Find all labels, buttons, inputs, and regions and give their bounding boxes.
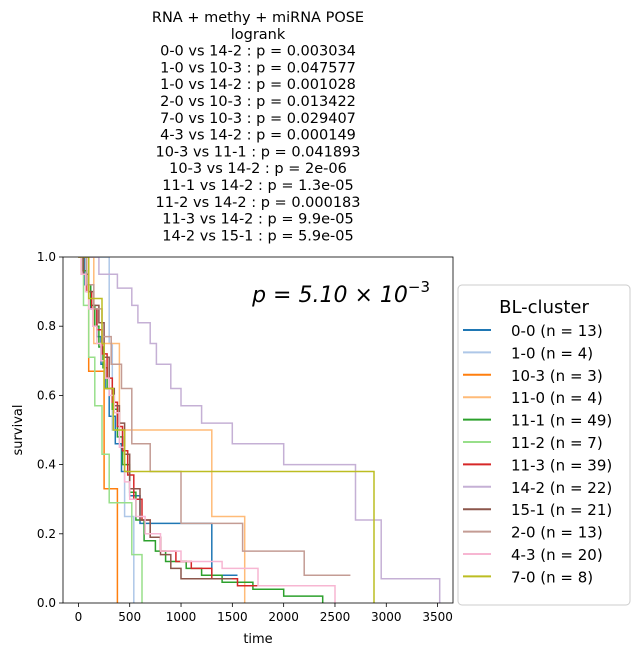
y-axis: 0.0 0.2 0.4 0.6 0.8 1.0 xyxy=(37,250,63,610)
x-tick-label: 3000 xyxy=(371,610,402,624)
title-line: 14-2 vs 15-1 : p = 5.9e-05 xyxy=(162,228,354,244)
series-line-2-0 xyxy=(78,257,351,577)
legend-label: 0-0 (n = 13) xyxy=(511,322,603,340)
y-axis-label: survival xyxy=(11,405,26,456)
title-line: 11-1 vs 14-2 : p = 1.3e-05 xyxy=(162,178,354,194)
legend-label: 10-3 (n = 3) xyxy=(511,367,603,385)
title-line: 0-0 vs 14-2 : p = 0.003034 xyxy=(160,44,356,60)
x-axis-label: time xyxy=(243,632,272,647)
legend-label: 11-2 (n = 7) xyxy=(511,434,603,452)
title-line: 2-0 vs 10-3 : p = 0.013422 xyxy=(160,94,356,110)
x-tick-label: 1000 xyxy=(166,610,197,624)
legend-label: 2-0 (n = 13) xyxy=(511,524,603,542)
legend-label: 11-1 (n = 49) xyxy=(511,412,612,430)
legend-label: 15-1 (n = 21) xyxy=(511,501,612,519)
x-tick-label: 3500 xyxy=(422,610,453,624)
x-tick-label: 0 xyxy=(75,610,83,624)
y-tick-label: 0.6 xyxy=(37,388,56,402)
y-tick-label: 1.0 xyxy=(37,250,56,264)
legend-label: 7-0 (n = 8) xyxy=(511,568,593,586)
legend-label: 14-2 (n = 22) xyxy=(511,479,612,497)
legend: BL-cluster 0-0 (n = 13) 1-0 (n = 4) 10-3 (… xyxy=(457,284,631,606)
series-line-14-2 xyxy=(78,257,441,603)
y-tick-label: 0.4 xyxy=(37,458,56,472)
title-line: 7-0 vs 10-3 : p = 0.029407 xyxy=(160,111,356,127)
title-line: RNA + methy + miRNA POSE xyxy=(152,10,364,26)
x-tick-label: 2500 xyxy=(320,610,351,624)
title-line: 10-3 vs 14-2 : p = 2e-06 xyxy=(169,161,347,177)
legend-title: BL-cluster xyxy=(499,297,589,318)
title-line: 10-3 vs 11-1 : p = 0.041893 xyxy=(155,144,360,160)
series-line-4-3 xyxy=(78,257,336,603)
title-line: 11-2 vs 14-2 : p = 0.000183 xyxy=(155,195,360,211)
legend-label: 4-3 (n = 20) xyxy=(511,546,603,564)
series-line-11-3 xyxy=(78,257,264,587)
legend-items: 0-0 (n = 13) 1-0 (n = 4) 10-3 (n = 3) 11-0 … xyxy=(463,322,612,586)
legend-frame xyxy=(457,284,631,606)
p-value-annotation: p = 5.10 × 10−3 xyxy=(251,278,430,308)
x-tick-label: 500 xyxy=(118,610,141,624)
title-line: 11-3 vs 14-2 : p = 9.9e-05 xyxy=(162,212,354,228)
series-line-1-0 xyxy=(78,257,135,603)
y-tick-label: 0.8 xyxy=(37,319,56,333)
series-line-11-2 xyxy=(78,257,143,603)
plot-area-frame xyxy=(62,256,454,604)
x-axis: 0 500 1000 1500 2000 2500 3000 3500 xyxy=(75,603,453,624)
p-value-base: p = 5.10 × 10 xyxy=(251,283,408,308)
x-tick-label: 1500 xyxy=(217,610,248,624)
title-line: 1-0 vs 10-3 : p = 0.047577 xyxy=(160,60,356,76)
title-line: 1-0 vs 14-2 : p = 0.001028 xyxy=(160,77,356,93)
title-line: 4-3 vs 14-2 : p = 0.000149 xyxy=(160,128,356,144)
legend-label: 11-3 (n = 39) xyxy=(511,456,612,474)
y-tick-label: 0.0 xyxy=(37,596,56,610)
x-tick-label: 2000 xyxy=(268,610,299,624)
title-line: logrank xyxy=(231,27,286,43)
y-tick-label: 0.2 xyxy=(37,527,56,541)
legend-label: 11-0 (n = 4) xyxy=(511,389,603,407)
p-value-exponent: −3 xyxy=(408,278,430,296)
series-lines xyxy=(78,257,441,603)
series-line-7-0 xyxy=(78,257,375,603)
legend-label: 1-0 (n = 4) xyxy=(511,344,593,362)
